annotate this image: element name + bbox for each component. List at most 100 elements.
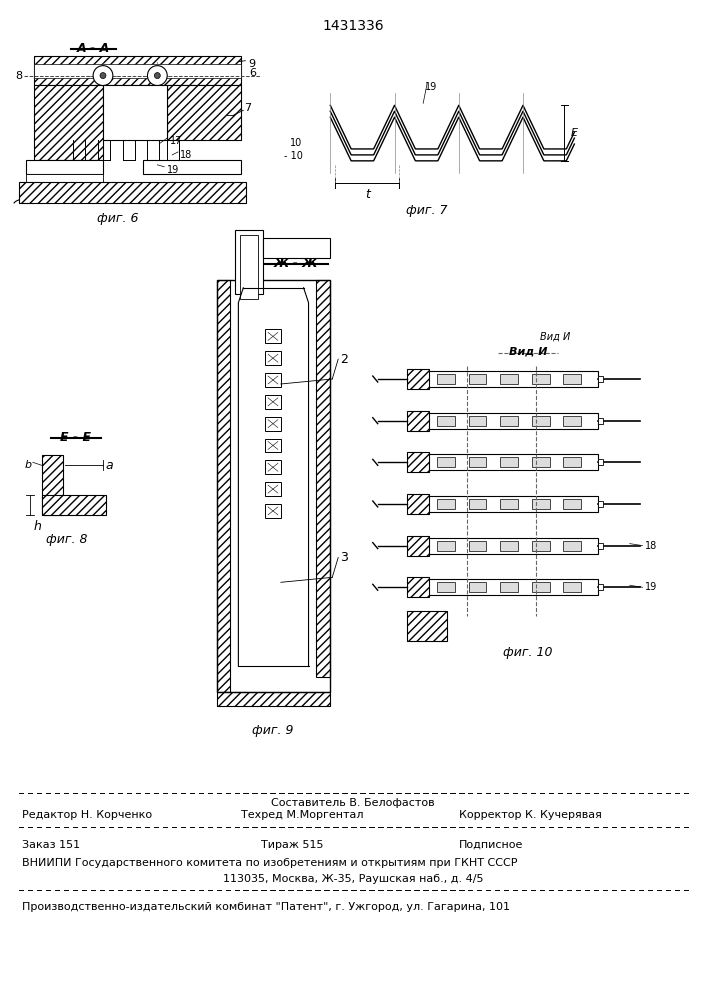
Bar bbox=[598, 459, 603, 465]
Bar bbox=[425, 579, 598, 595]
Bar bbox=[532, 499, 549, 509]
Bar bbox=[407, 536, 429, 556]
Text: - 10: - 10 bbox=[284, 151, 303, 161]
Bar bbox=[532, 457, 549, 467]
Text: 2: 2 bbox=[340, 353, 348, 366]
Text: 18: 18 bbox=[180, 150, 192, 160]
Bar bbox=[34, 56, 241, 85]
Bar bbox=[598, 501, 603, 507]
Bar bbox=[469, 416, 486, 426]
Bar bbox=[501, 582, 518, 592]
Bar bbox=[407, 494, 429, 514]
Bar bbox=[563, 582, 581, 592]
Text: Производственно-издательский комбинат "Патент", г. Ужгород, ул. Гагарина, 101: Производственно-издательский комбинат "П… bbox=[22, 902, 510, 912]
Text: h: h bbox=[34, 520, 42, 533]
Bar bbox=[216, 280, 330, 706]
Bar bbox=[501, 499, 518, 509]
Text: Тираж 515: Тираж 515 bbox=[261, 840, 324, 850]
Bar bbox=[265, 504, 281, 518]
Bar bbox=[265, 329, 281, 343]
Bar bbox=[437, 499, 455, 509]
Bar bbox=[437, 457, 455, 467]
Bar bbox=[598, 418, 603, 424]
Bar bbox=[563, 374, 581, 384]
Text: 6: 6 bbox=[250, 68, 256, 78]
Bar bbox=[216, 280, 230, 692]
Bar bbox=[501, 374, 518, 384]
Text: фиг. 8: фиг. 8 bbox=[46, 533, 87, 546]
Bar bbox=[501, 541, 518, 551]
Bar bbox=[425, 538, 598, 554]
Bar bbox=[407, 369, 429, 389]
Bar bbox=[407, 452, 429, 472]
Bar bbox=[469, 457, 486, 467]
Bar bbox=[265, 395, 281, 409]
Bar bbox=[168, 85, 241, 140]
Text: 8: 8 bbox=[15, 71, 22, 81]
Bar bbox=[425, 454, 598, 470]
Bar bbox=[469, 582, 486, 592]
Bar bbox=[235, 230, 263, 294]
Bar bbox=[265, 439, 281, 452]
Text: 17: 17 bbox=[170, 136, 182, 146]
Text: 19: 19 bbox=[168, 165, 180, 175]
Bar bbox=[425, 413, 598, 429]
Text: 19: 19 bbox=[425, 82, 438, 92]
Bar bbox=[407, 611, 447, 641]
Bar bbox=[532, 374, 549, 384]
Text: Корректор К. Кучерявая: Корректор К. Кучерявая bbox=[459, 810, 602, 820]
Bar bbox=[34, 85, 103, 160]
Text: фиг. 9: фиг. 9 bbox=[252, 724, 293, 737]
Bar bbox=[26, 160, 103, 174]
Bar bbox=[437, 416, 455, 426]
Bar bbox=[501, 457, 518, 467]
Text: 19: 19 bbox=[645, 582, 657, 592]
Bar bbox=[240, 235, 258, 299]
Text: Техред М.Моргентал: Техред М.Моргентал bbox=[241, 810, 364, 820]
Bar bbox=[425, 371, 598, 387]
Bar bbox=[317, 280, 330, 677]
Circle shape bbox=[154, 73, 160, 79]
Bar bbox=[563, 457, 581, 467]
Text: фиг. 6: фиг. 6 bbox=[97, 212, 139, 225]
Bar bbox=[469, 374, 486, 384]
Text: А - А: А - А bbox=[76, 42, 110, 55]
Text: ВНИИПИ Государственного комитета по изобретениям и открытиям при ГКНТ СССР: ВНИИПИ Государственного комитета по изоб… bbox=[22, 858, 518, 868]
Text: 1431336: 1431336 bbox=[322, 19, 384, 33]
Text: фиг. 10: фиг. 10 bbox=[503, 646, 553, 659]
Text: Ж - Ж: Ж - Ж bbox=[274, 257, 318, 270]
Text: Редактор Н. Корченко: Редактор Н. Корченко bbox=[22, 810, 152, 820]
Text: b: b bbox=[25, 460, 32, 470]
Text: фиг. 7: фиг. 7 bbox=[406, 204, 448, 217]
Bar bbox=[437, 582, 455, 592]
Bar bbox=[26, 174, 103, 182]
Text: Вид И: Вид И bbox=[509, 346, 547, 356]
Bar bbox=[598, 376, 603, 382]
Text: 7: 7 bbox=[245, 103, 252, 113]
Bar bbox=[265, 417, 281, 431]
Text: 3: 3 bbox=[340, 551, 348, 564]
Circle shape bbox=[100, 73, 106, 79]
Bar bbox=[598, 584, 603, 590]
Circle shape bbox=[148, 66, 168, 85]
Text: Подписное: Подписное bbox=[459, 840, 523, 850]
Bar bbox=[469, 541, 486, 551]
Bar bbox=[437, 541, 455, 551]
Bar bbox=[425, 496, 598, 512]
Bar bbox=[265, 373, 281, 387]
Bar bbox=[216, 692, 330, 706]
Bar bbox=[532, 582, 549, 592]
Text: Составитель В. Белофастов: Составитель В. Белофастов bbox=[271, 798, 435, 808]
Bar bbox=[598, 543, 603, 549]
Text: 18: 18 bbox=[645, 541, 657, 551]
Text: Вид И: Вид И bbox=[540, 331, 571, 341]
Circle shape bbox=[93, 66, 113, 85]
Bar bbox=[437, 374, 455, 384]
Text: E: E bbox=[571, 128, 578, 138]
Text: Е - Е: Е - Е bbox=[60, 431, 90, 444]
Bar bbox=[42, 455, 64, 515]
Bar bbox=[469, 499, 486, 509]
Bar bbox=[42, 495, 106, 515]
Text: 9: 9 bbox=[248, 59, 255, 69]
Text: t: t bbox=[365, 188, 370, 201]
